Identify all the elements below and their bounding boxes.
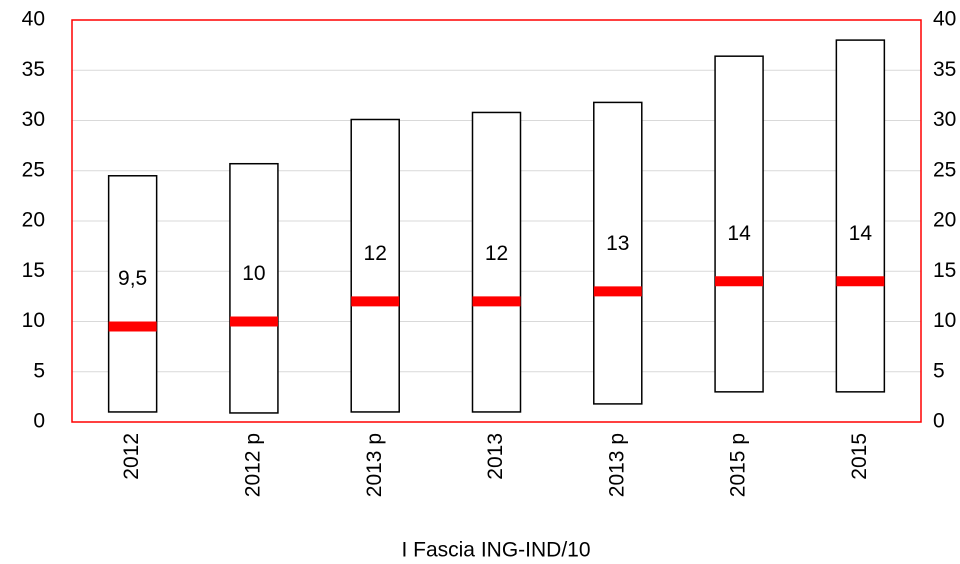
y-tick-label: 10 xyxy=(22,309,45,332)
range-bar xyxy=(835,39,886,393)
x-tick-label: 2012 p xyxy=(241,433,264,497)
x-axis-title: I Fascia ING-IND/10 xyxy=(401,539,590,562)
x-tick-label: 2013 p xyxy=(605,433,628,497)
data-label: 14 xyxy=(727,222,751,245)
y-tick-label: 40 xyxy=(22,8,45,31)
y-tick-label: 30 xyxy=(22,108,45,131)
y2-tick-label: 10 xyxy=(933,309,956,332)
y-tick-label: 25 xyxy=(22,158,45,181)
range-bar xyxy=(471,111,522,413)
y2-tick-label: 30 xyxy=(933,108,956,131)
plot-border xyxy=(71,19,922,423)
data-label: 14 xyxy=(849,222,873,245)
y2-tick-label: 25 xyxy=(933,158,956,181)
y-tick-label: 0 xyxy=(33,410,45,433)
y2-tick-label: 35 xyxy=(933,58,956,81)
range-bar xyxy=(714,55,764,393)
y-tick-label: 20 xyxy=(22,209,45,232)
x-tick-label: 2012 xyxy=(120,433,143,480)
data-label: 13 xyxy=(606,232,629,255)
y-tick-label: 5 xyxy=(33,359,45,382)
y-tick-label: 15 xyxy=(22,259,45,282)
data-label: 10 xyxy=(242,262,265,285)
y2-tick-label: 5 xyxy=(933,359,945,382)
y-tick-label: 35 xyxy=(22,58,45,81)
y2-tick-label: 20 xyxy=(933,209,956,232)
range-bar xyxy=(229,162,279,414)
x-tick-label: 2015 p xyxy=(727,433,750,497)
range-bar xyxy=(593,101,643,405)
data-label: 12 xyxy=(364,242,387,265)
x-tick-label: 2015 xyxy=(848,433,871,480)
x-tick-label: 2013 p xyxy=(363,433,386,497)
x-tick-label: 2013 xyxy=(484,433,507,480)
data-label: 9,5 xyxy=(118,267,147,290)
y2-tick-label: 40 xyxy=(933,8,956,31)
y2-tick-label: 15 xyxy=(933,259,956,282)
range-bar xyxy=(350,118,400,413)
data-label: 12 xyxy=(485,242,508,265)
y2-tick-label: 0 xyxy=(933,410,945,433)
range-bar xyxy=(107,175,158,413)
